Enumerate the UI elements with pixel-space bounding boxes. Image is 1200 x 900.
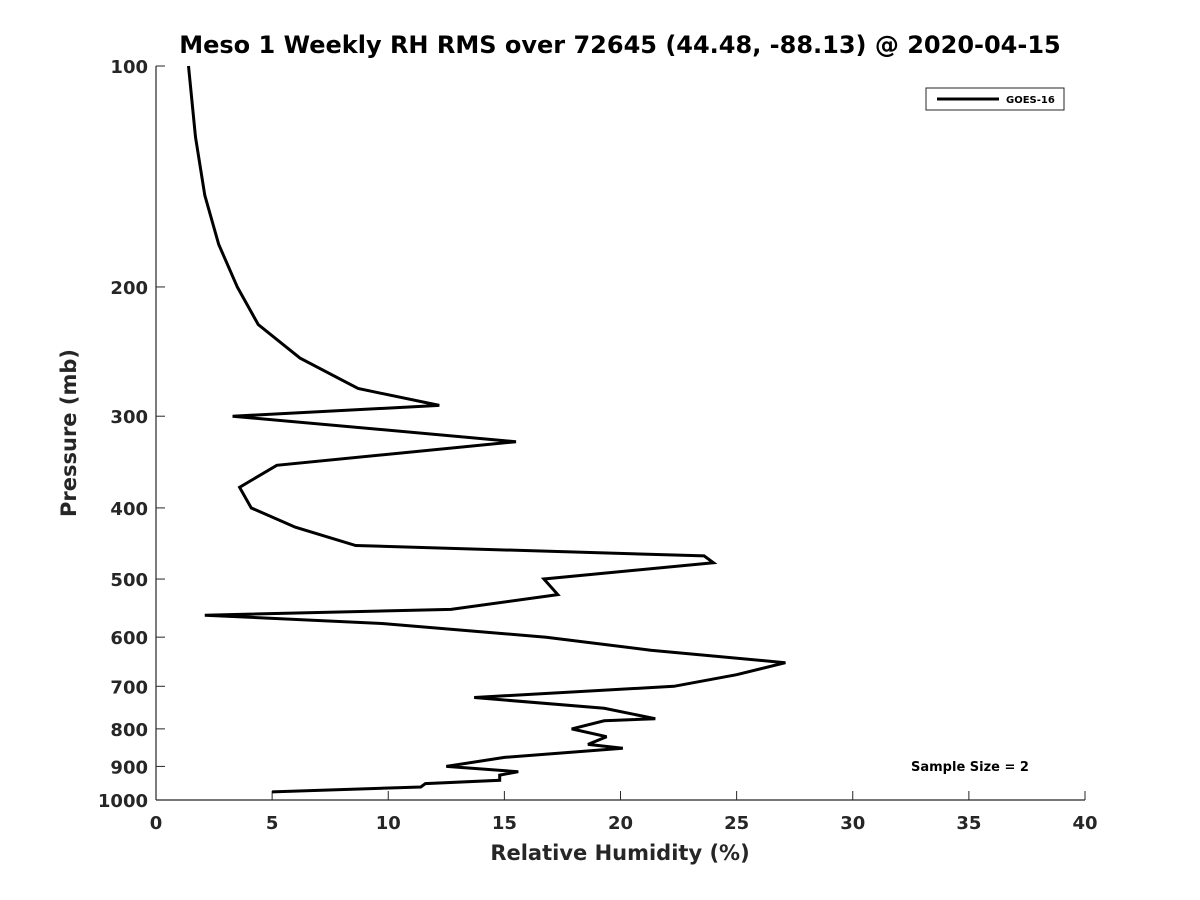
y-tick-label: 500 (110, 570, 148, 591)
y-tick-label: 900 (110, 757, 148, 778)
y-tick-label: 700 (110, 677, 148, 698)
x-tick-label: 35 (956, 813, 981, 834)
legend: GOES-16 (925, 87, 1065, 111)
series-line-goes-16 (187, 65, 786, 794)
x-tick-label: 15 (492, 813, 517, 834)
y-tick-label: 1000 (98, 791, 148, 812)
y-ticks: 100 200 300 400 500 600 700 800 900 1000 (98, 57, 165, 812)
x-tick-label: 0 (150, 813, 163, 834)
y-tick-label: 100 (110, 57, 148, 78)
sample-size-annotation: Sample Size = 2 (911, 760, 1029, 775)
legend-label-goes-16: GOES-16 (1006, 95, 1055, 106)
x-tick-label: 25 (724, 813, 749, 834)
y-tick-label: 200 (110, 278, 148, 299)
y-axis-label: Pressure (mb) (57, 349, 81, 517)
series-layer (187, 65, 786, 794)
x-tick-label: 20 (608, 813, 633, 834)
x-tick-label: 5 (266, 813, 279, 834)
x-tick-label: 40 (1072, 813, 1097, 834)
y-tick-label: 600 (110, 628, 148, 649)
x-ticks: 0 5 10 15 20 25 30 35 40 (150, 791, 1098, 834)
y-tick-label: 300 (110, 407, 148, 428)
y-tick-label: 400 (110, 499, 148, 520)
x-tick-label: 30 (840, 813, 865, 834)
x-axis-label: Relative Humidity (%) (490, 841, 749, 865)
x-tick-label: 10 (376, 813, 401, 834)
chart-title: Meso 1 Weekly RH RMS over 72645 (44.48, … (179, 31, 1061, 59)
y-tick-label: 800 (110, 720, 148, 741)
